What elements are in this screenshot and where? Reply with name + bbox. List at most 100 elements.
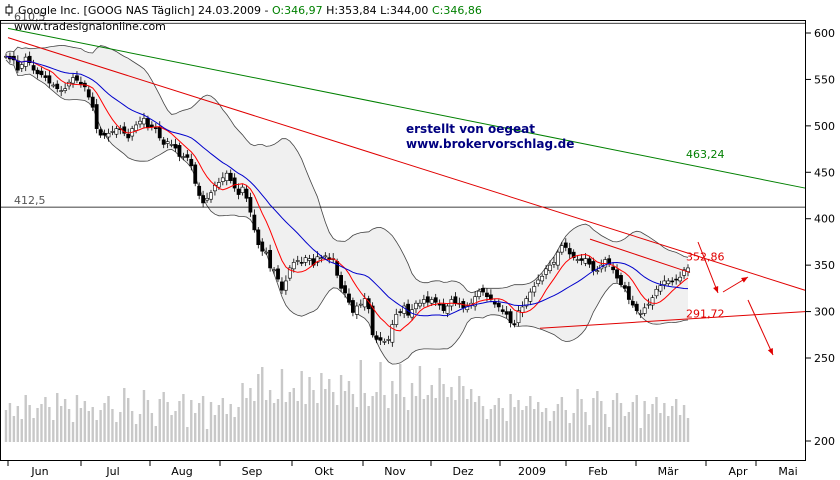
candle-body bbox=[445, 305, 450, 314]
candle-body bbox=[94, 104, 99, 129]
candle-body bbox=[481, 288, 485, 293]
volume-bar bbox=[134, 424, 138, 442]
volume-bar bbox=[442, 384, 445, 442]
volume-bar bbox=[166, 402, 169, 442]
volume-bar bbox=[296, 401, 299, 442]
volume-bar bbox=[469, 389, 473, 442]
candle-body bbox=[75, 75, 79, 81]
volume-bar bbox=[387, 408, 390, 442]
candle-body bbox=[142, 118, 146, 125]
volume-bar bbox=[359, 360, 362, 442]
volume-bar bbox=[485, 419, 489, 442]
volume-bar bbox=[552, 411, 556, 442]
candle-body bbox=[536, 279, 541, 285]
candle-body bbox=[473, 296, 478, 307]
candle-body bbox=[548, 264, 552, 272]
volume-bar bbox=[241, 383, 244, 442]
volume-bar bbox=[391, 381, 394, 442]
header-low: L:344,00 bbox=[380, 4, 429, 17]
volume-bar bbox=[556, 404, 560, 442]
volume-bar bbox=[663, 403, 666, 442]
x-tick-label: Nov bbox=[384, 465, 406, 478]
volume-bar bbox=[434, 398, 437, 442]
candle-body bbox=[682, 269, 686, 276]
x-tick-label: Feb bbox=[588, 465, 607, 478]
x-tick-label: Dez bbox=[452, 465, 473, 478]
y-tick-label: 250 bbox=[814, 352, 835, 365]
volume-bar bbox=[596, 391, 599, 442]
candle-body bbox=[658, 285, 663, 292]
volume-bar bbox=[580, 399, 583, 442]
trend-lines: 463,24 352,86 291,72 bbox=[7, 27, 806, 356]
x-tick-label: Jul bbox=[105, 465, 119, 478]
candle-body bbox=[362, 298, 367, 308]
volume-bar bbox=[643, 401, 646, 442]
candle-body bbox=[678, 276, 683, 282]
volume-bar bbox=[422, 399, 426, 442]
candle-body bbox=[587, 258, 592, 265]
volume-bar bbox=[363, 393, 366, 442]
candle-body bbox=[98, 129, 103, 136]
candle-body bbox=[670, 280, 675, 283]
volume-bar bbox=[213, 415, 217, 442]
candle-body bbox=[19, 64, 24, 69]
volume-bar bbox=[548, 421, 552, 442]
volume-bar bbox=[533, 409, 536, 442]
x-tick-label: Apr bbox=[728, 465, 748, 478]
volume-bar bbox=[611, 400, 615, 442]
bollinger-band bbox=[5, 44, 689, 365]
volume-bar bbox=[56, 393, 59, 442]
x-tick-label: Aug bbox=[171, 465, 192, 478]
volume-bar bbox=[12, 416, 16, 442]
arrow-down-2-head bbox=[767, 348, 773, 355]
volume-bar bbox=[316, 403, 319, 442]
candle-body bbox=[358, 303, 363, 306]
volume-bar bbox=[351, 394, 355, 442]
candle-body bbox=[256, 229, 261, 246]
candle-body bbox=[79, 81, 83, 85]
volume-bar bbox=[414, 396, 418, 442]
candle-body bbox=[177, 145, 182, 157]
volume-bar bbox=[288, 392, 292, 442]
candle-body bbox=[236, 188, 241, 195]
volume-bar bbox=[150, 413, 154, 442]
volume-bar bbox=[659, 413, 662, 442]
volume-bar bbox=[63, 399, 67, 442]
arrow-down-1 bbox=[697, 241, 719, 294]
candle-body bbox=[228, 172, 233, 181]
volume-bar bbox=[127, 398, 130, 442]
volume-bar bbox=[560, 397, 564, 442]
volume-bar bbox=[332, 392, 335, 442]
candle-body bbox=[55, 83, 60, 90]
candle-body bbox=[126, 133, 131, 139]
header-symbol: Google Inc. [GOOG NAS Täglich] 24.03.200… bbox=[18, 4, 261, 17]
volume-bar bbox=[272, 403, 276, 442]
volume-bar bbox=[600, 401, 603, 442]
candle-body bbox=[319, 257, 324, 260]
volume-bar bbox=[383, 395, 386, 442]
candle-body bbox=[189, 158, 194, 167]
candle-body bbox=[169, 144, 174, 146]
volume-bar bbox=[639, 428, 642, 442]
candle-body bbox=[27, 55, 32, 64]
candle-body bbox=[414, 302, 418, 310]
candle-body bbox=[86, 89, 91, 98]
candle-body bbox=[134, 124, 138, 131]
volume-bar bbox=[489, 409, 493, 442]
volume-bar bbox=[123, 388, 126, 442]
volume-bar bbox=[197, 403, 201, 442]
volume-bar bbox=[667, 416, 670, 442]
y-tick-label: 550 bbox=[814, 73, 835, 86]
candle-body bbox=[31, 65, 36, 71]
candle-body bbox=[63, 88, 68, 91]
candle-body bbox=[563, 242, 568, 248]
volume-bar bbox=[497, 398, 500, 442]
volume-bar bbox=[201, 396, 205, 442]
volume-bar bbox=[83, 401, 87, 442]
candle-body bbox=[504, 311, 509, 315]
volume-bar bbox=[111, 409, 114, 442]
volume-bar bbox=[182, 394, 185, 442]
candle-body bbox=[571, 251, 576, 259]
candle-body bbox=[354, 305, 359, 315]
